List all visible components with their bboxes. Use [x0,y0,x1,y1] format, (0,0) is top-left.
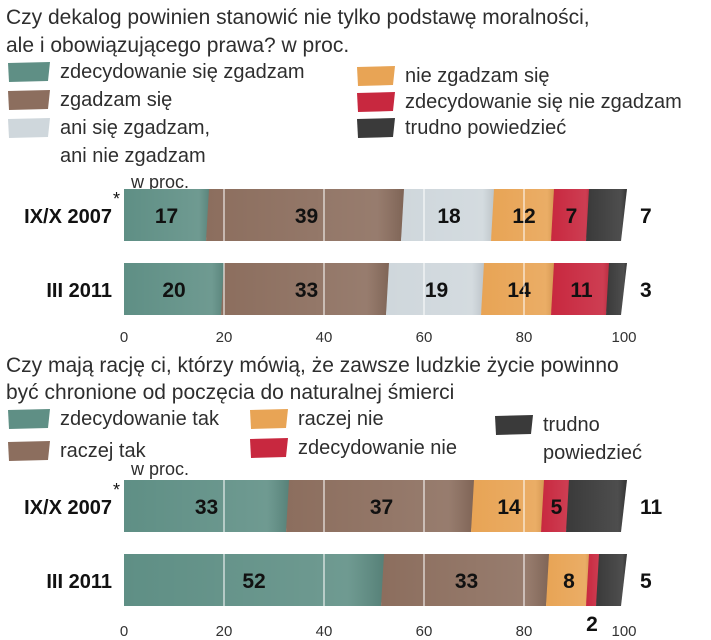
x-tick-label: 100 [611,329,636,346]
legend-swatch [8,409,50,429]
x-tick-label: 100 [611,623,636,640]
value-label: 33 [295,279,318,302]
x-tick-label: 40 [316,623,333,640]
value-label: 5 [551,496,563,519]
legend-item: zdecydowanie tak [8,408,220,430]
value-label: 7 [566,205,578,228]
value-label: 52 [242,570,265,593]
legend-item: trudno powiedzieć [357,117,566,139]
row-footnote-mark: * [113,189,120,209]
value-label: 7 [640,205,652,228]
legend-swatch [357,118,395,138]
x-tick-label: 60 [416,329,433,346]
x-tick-label: 80 [516,623,533,640]
legend-item: zdecydowanie się zgadzam [8,61,305,83]
chart-panel-2: Czy mają rację ci, którzy mówią, że zaws… [6,354,663,640]
value-label: 39 [295,205,318,228]
bar-row: III 2011 52 33 82 5 [46,554,652,636]
chart-title: Czy mają rację ci, którzy mówią, że zaws… [6,354,619,377]
legend-swatch [250,438,288,458]
value-label: 2 [586,613,598,636]
legend-item: zgadzam się [8,89,172,111]
legend-swatch [357,66,395,86]
legend-swatch [8,90,50,110]
x-tick-label: 20 [216,329,233,346]
value-label: 37 [370,496,393,519]
chart-title: być chronione od poczęcia do naturalnej … [6,381,454,404]
legend-item: ani się zgadzam, ani nie zgadzam [8,117,210,167]
legend-swatch [250,409,288,429]
legend-label: trudno powiedzieć [405,117,566,139]
legend-swatch [8,118,50,138]
legend-label: zdecydowanie tak [60,408,220,430]
legend-item: zdecydowanie się nie zgadzam [357,91,682,113]
legend-label: zgadzam się [60,89,172,111]
chart-title: ale i obowiązującego prawa? w proc. [6,34,349,57]
legend-item: zdecydowanie nie [250,437,457,459]
legend-label: trudno [543,414,600,436]
legend-item: raczej tak [8,440,147,462]
value-label: 11 [570,279,593,302]
row-label: IX/X 2007 [24,497,112,519]
chart-title: Czy dekalog powinien stanowić nie tylko … [6,6,590,29]
chart-panel-1: Czy dekalog powinien stanowić nie tylko … [6,6,682,346]
x-tick-label: 20 [216,623,233,640]
value-label: 17 [155,205,178,228]
legend-item: nie zgadzam się [357,65,550,87]
value-label: 3 [640,279,652,302]
x-tick-label: 60 [416,623,433,640]
value-label: 33 [455,570,478,593]
value-label: 8 [563,570,575,593]
legend-label: zdecydowanie nie [298,437,457,459]
unit-label: w proc. [130,172,189,192]
row-label: III 2011 [46,571,112,593]
value-label: 20 [162,279,185,302]
legend-label: raczej tak [60,440,147,462]
value-label: 19 [425,279,448,302]
value-label: 11 [640,496,663,519]
legend-label: raczej nie [298,408,384,430]
legend-swatch [495,415,533,435]
value-label: 14 [507,279,531,302]
legend-label: ani się zgadzam, [60,117,210,139]
legend-label: nie zgadzam się [405,65,550,87]
legend-label: powiedzieć [543,442,642,464]
row-label: III 2011 [46,280,112,302]
legend-swatch [357,92,395,112]
bar-row: III 2011 20 33 19 14 11 3 [46,263,652,315]
legend-swatch [8,62,50,82]
unit-label: w proc. [130,459,189,479]
x-tick-label: 40 [316,329,333,346]
row-label: IX/X 2007 [24,206,112,228]
legend-item: trudno powiedzieć [495,414,642,464]
legend-label: zdecydowanie się nie zgadzam [405,91,682,113]
legend-label: ani nie zgadzam [60,145,206,167]
value-label: 5 [640,570,652,593]
x-tick-label: 0 [120,329,128,346]
bar-row: IX/X 2007* 33 37 14 5 11 [24,480,663,532]
bar-row: IX/X 2007*17 39 18 12 7 7 [24,189,652,241]
legend-label: zdecydowanie się zgadzam [60,61,305,83]
x-tick-label: 80 [516,329,533,346]
legend-item: raczej nie [250,408,384,430]
value-label: 33 [195,496,218,519]
value-label: 18 [437,205,461,228]
row-footnote-mark: * [113,480,120,500]
value-label: 14 [497,496,521,519]
x-tick-label: 0 [120,623,128,640]
legend-swatch [8,441,50,461]
